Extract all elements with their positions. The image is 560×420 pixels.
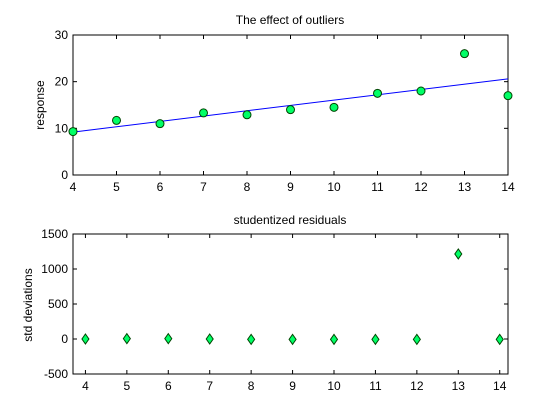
outliers-xtick-label: 10: [327, 180, 341, 194]
outliers-xtick-label: 12: [414, 180, 428, 194]
outliers-point: [68, 127, 78, 137]
chart-residuals-ylabel: std deviations: [21, 268, 35, 341]
residuals-xtick-label: 11: [369, 379, 382, 393]
outliers-point: [373, 88, 382, 98]
chart-outliers-title: The effect of outliers: [236, 13, 345, 27]
residuals-xtick-label: 9: [289, 379, 296, 393]
outliers-ytick-label: 0: [61, 168, 68, 182]
chart-outliers: The effect of outliers response 4 5 6 7 8 9 10…: [33, 13, 515, 194]
residuals-xtick-label: 8: [248, 379, 255, 393]
residuals-xtick-label: 13: [452, 379, 466, 393]
outliers-point: [242, 110, 252, 120]
outliers-point: [460, 49, 469, 59]
residuals-ytick-label: 0: [61, 332, 68, 346]
residuals-point: [371, 333, 380, 346]
outliers-xtick-label: 4: [70, 180, 77, 194]
outliers-point: [199, 108, 208, 118]
residuals-point: [164, 332, 173, 345]
outliers-ytick-label: 20: [55, 75, 69, 89]
residuals-ytick-label: 500: [48, 297, 68, 311]
residuals-ytick-label: 1500: [41, 227, 68, 241]
chart-outliers-points: [68, 49, 513, 137]
residuals-point: [495, 333, 504, 346]
outliers-xtick-label: 14: [501, 180, 515, 194]
outliers-point: [155, 119, 165, 129]
outliers-xtick-label: 11: [371, 180, 384, 194]
outliers-xtick-label: 5: [113, 180, 120, 194]
outliers-xtick-label: 9: [287, 180, 294, 194]
chart-residuals-title: studentized residuals: [234, 213, 347, 227]
outliers-xtick-label: 13: [458, 180, 472, 194]
chart-outliers-ylabel: response: [33, 80, 47, 130]
outliers-xtick-label: 8: [244, 180, 251, 194]
residuals-xtick-label: 14: [493, 379, 507, 393]
residuals-xtick-label: 12: [410, 379, 424, 393]
residuals-point: [288, 333, 297, 346]
chart-residuals-ticks: 4 5 6 7 8 9 10 11 12 13 14 -500 0 500 1000 1500: [41, 227, 508, 393]
residuals-point: [329, 333, 339, 346]
outliers-ytick-label: 30: [55, 28, 69, 42]
residuals-point: [412, 333, 421, 346]
outliers-point: [112, 115, 121, 125]
outliers-xtick-label: 7: [200, 180, 207, 194]
residuals-xtick-label: 7: [206, 379, 213, 393]
chart-residuals-points: [81, 248, 504, 346]
chart-residuals: studentized residuals std deviations 4 5 6…: [21, 213, 509, 393]
residuals-point: [81, 333, 90, 345]
residuals-point: [454, 248, 463, 260]
residuals-xtick-label: 5: [124, 379, 131, 393]
outliers-point: [286, 105, 295, 115]
residuals-point: [205, 333, 214, 345]
residuals-ytick-label: 1000: [41, 262, 68, 276]
residuals-xtick-label: 6: [165, 379, 172, 393]
outliers-point: [503, 91, 513, 101]
outliers-xtick-label: 6: [157, 180, 164, 194]
residuals-point: [122, 332, 131, 345]
outliers-point: [416, 86, 426, 96]
chart-outliers-ticks: 4 5 6 7 8 9 10 11 12 13 14 0 10 20 30: [55, 28, 515, 194]
outliers-ytick-label: 10: [55, 121, 69, 135]
residuals-point: [247, 333, 256, 346]
residuals-xtick-label: 10: [327, 379, 341, 393]
residuals-xtick-label: 4: [82, 379, 89, 393]
residuals-ytick-label: -500: [44, 367, 68, 381]
outliers-point: [329, 102, 339, 112]
